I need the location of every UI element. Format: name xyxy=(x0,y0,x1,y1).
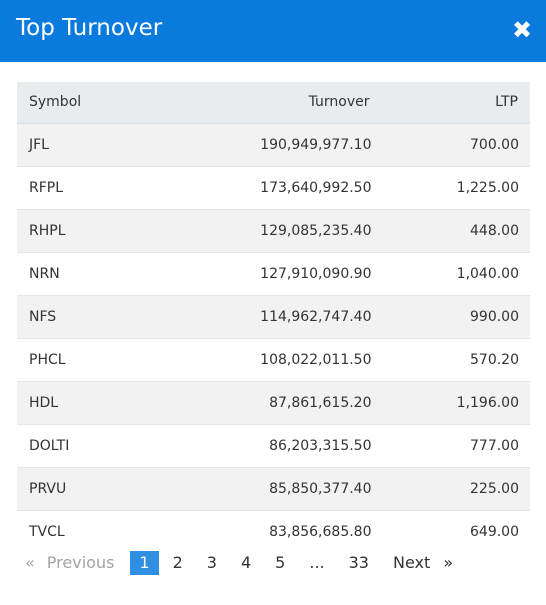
table-row: PHCL 108,022,011.50 570.20 xyxy=(17,338,530,381)
page-5-button[interactable]: 5 xyxy=(275,553,286,572)
cell-turnover: 87,861,615.20 xyxy=(269,394,372,411)
cell-symbol: PRVU xyxy=(29,480,67,497)
cell-ltp: 649.00 xyxy=(470,523,519,539)
turnover-table: Symbol Turnover LTP JFL 190,949,977.10 7… xyxy=(17,82,530,538)
cell-symbol: NFS xyxy=(29,308,57,325)
cell-symbol: PHCL xyxy=(29,351,66,368)
page-3-button[interactable]: 3 xyxy=(206,553,217,572)
cell-symbol: HDL xyxy=(29,394,59,411)
dialog-header: Top Turnover ✖ xyxy=(0,0,546,62)
close-icon[interactable]: ✖ xyxy=(511,16,533,44)
cell-symbol: NRN xyxy=(29,265,60,282)
double-left-arrow-icon: « xyxy=(25,553,35,572)
cell-ltp: 1,196.00 xyxy=(456,394,519,411)
cell-ltp: 1,040.00 xyxy=(456,265,519,282)
cell-turnover: 129,085,235.40 xyxy=(260,222,372,239)
table-row: HDL 87,861,615.20 1,196.00 xyxy=(17,381,530,424)
cell-turnover: 85,850,377.40 xyxy=(269,480,372,497)
cell-ltp: 1,225.00 xyxy=(456,179,519,196)
pagination: « Previous 1 2 3 4 5 ... 33 Next » xyxy=(17,550,461,576)
cell-turnover: 190,949,977.10 xyxy=(260,136,372,153)
cell-turnover: 86,203,315.50 xyxy=(269,437,372,454)
cell-ltp: 777.00 xyxy=(470,437,519,454)
cell-turnover: 173,640,992.50 xyxy=(260,179,372,196)
cell-turnover: 127,910,090.90 xyxy=(260,265,372,282)
table-row: NRN 127,910,090.90 1,040.00 xyxy=(17,252,530,295)
column-header-ltp[interactable]: LTP xyxy=(381,82,530,124)
table-row: PRVU 85,850,377.40 225.00 xyxy=(17,467,530,510)
page-1-button[interactable]: 1 xyxy=(130,551,159,575)
cell-symbol: RFPL xyxy=(29,179,64,196)
next-button[interactable]: Next » xyxy=(385,551,461,575)
cell-ltp: 448.00 xyxy=(470,222,519,239)
page-33-button[interactable]: 33 xyxy=(348,553,369,572)
cell-symbol: RHPL xyxy=(29,222,66,239)
table-row: DOLTI 86,203,315.50 777.00 xyxy=(17,424,530,467)
cell-turnover: 108,022,011.50 xyxy=(260,351,372,368)
cell-turnover: 114,962,747.40 xyxy=(260,308,372,325)
table-body: JFL 190,949,977.10 700.00 RFPL 173,640,9… xyxy=(17,123,530,538)
previous-label: Previous xyxy=(46,553,115,572)
cell-ltp: 700.00 xyxy=(470,136,519,153)
cell-symbol: DOLTI xyxy=(29,437,70,454)
page-2-button[interactable]: 2 xyxy=(172,553,183,572)
table-header-row: Symbol Turnover LTP xyxy=(17,82,530,124)
table-row: TVCL 83,856,685.80 649.00 xyxy=(17,510,530,538)
table-row: NFS 114,962,747.40 990.00 xyxy=(17,295,530,338)
cell-ltp: 570.20 xyxy=(470,351,519,368)
previous-button: « xyxy=(17,551,39,575)
table-row: RHPL 129,085,235.40 448.00 xyxy=(17,209,530,252)
pagination-ellipsis: ... xyxy=(309,553,325,572)
table-row: JFL 190,949,977.10 700.00 xyxy=(17,123,530,166)
column-header-symbol[interactable]: Symbol xyxy=(17,82,150,124)
dialog-title: Top Turnover xyxy=(16,15,163,41)
next-label: Next xyxy=(392,553,431,572)
cell-symbol: TVCL xyxy=(29,523,65,539)
cell-turnover: 83,856,685.80 xyxy=(269,523,372,539)
turnover-table-container: Symbol Turnover LTP JFL 190,949,977.10 7… xyxy=(17,82,530,538)
page-numbers: 1 2 3 4 5 ... 33 xyxy=(130,551,377,575)
cell-symbol: JFL xyxy=(29,136,49,153)
cell-ltp: 225.00 xyxy=(470,480,519,497)
table-row: RFPL 173,640,992.50 1,225.00 xyxy=(17,166,530,209)
double-right-arrow-icon: » xyxy=(443,553,454,572)
column-header-turnover[interactable]: Turnover xyxy=(149,82,382,124)
cell-ltp: 990.00 xyxy=(470,308,519,325)
page-4-button[interactable]: 4 xyxy=(240,553,252,572)
